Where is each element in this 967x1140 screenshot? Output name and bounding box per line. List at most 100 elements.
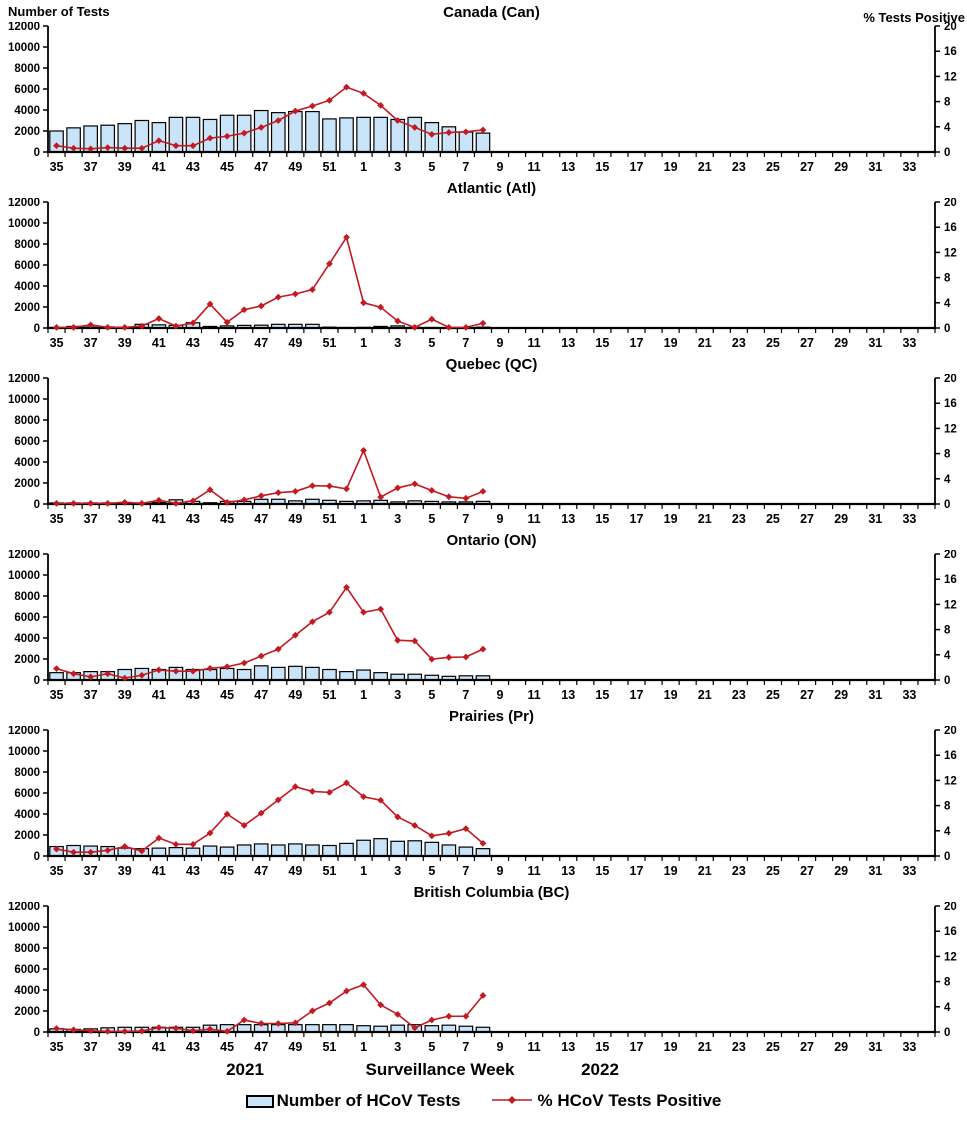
svg-text:33: 33 bbox=[902, 160, 916, 174]
svg-text:35: 35 bbox=[50, 160, 64, 174]
svg-text:43: 43 bbox=[186, 688, 200, 702]
svg-text:20: 20 bbox=[944, 726, 957, 737]
svg-text:21: 21 bbox=[698, 336, 712, 350]
svg-text:41: 41 bbox=[152, 1040, 166, 1054]
svg-text:49: 49 bbox=[288, 1040, 302, 1054]
right-axis-title: % Tests Positive bbox=[863, 10, 965, 25]
svg-text:11: 11 bbox=[528, 336, 541, 350]
svg-text:8: 8 bbox=[944, 97, 951, 109]
panel-atlantic: Atlantic (Atl) 0 2000 4000 6000 8000 10000 120… bbox=[0, 180, 967, 356]
svg-text:13: 13 bbox=[561, 512, 575, 526]
svg-text:19: 19 bbox=[664, 512, 678, 526]
svg-text:8: 8 bbox=[944, 977, 951, 989]
svg-text:15: 15 bbox=[595, 512, 609, 526]
svg-text:49: 49 bbox=[288, 160, 302, 174]
svg-text:39: 39 bbox=[118, 336, 132, 350]
svg-text:0: 0 bbox=[34, 147, 40, 159]
svg-text:21: 21 bbox=[698, 512, 712, 526]
chart-atlantic: 0 2000 4000 6000 8000 10000 12000 0 4 8 12 16 20 35 37… bbox=[0, 198, 967, 356]
svg-text:37: 37 bbox=[84, 688, 98, 702]
svg-text:3: 3 bbox=[394, 512, 401, 526]
svg-text:45: 45 bbox=[220, 160, 234, 174]
svg-text:21: 21 bbox=[698, 160, 712, 174]
svg-text:17: 17 bbox=[630, 336, 644, 350]
svg-text:51: 51 bbox=[322, 160, 336, 174]
svg-text:27: 27 bbox=[800, 1040, 814, 1054]
svg-text:45: 45 bbox=[220, 512, 234, 526]
svg-text:6000: 6000 bbox=[14, 788, 40, 800]
svg-text:16: 16 bbox=[944, 750, 957, 762]
svg-text:25: 25 bbox=[766, 512, 780, 526]
svg-text:29: 29 bbox=[834, 160, 848, 174]
svg-text:13: 13 bbox=[561, 1040, 575, 1054]
svg-text:1: 1 bbox=[360, 688, 367, 702]
svg-text:21: 21 bbox=[698, 864, 712, 878]
svg-text:47: 47 bbox=[254, 160, 268, 174]
svg-text:23: 23 bbox=[732, 1040, 746, 1054]
svg-text:47: 47 bbox=[254, 864, 268, 878]
svg-text:7: 7 bbox=[462, 864, 469, 878]
svg-text:33: 33 bbox=[902, 864, 916, 878]
svg-text:31: 31 bbox=[868, 1040, 882, 1054]
svg-text:47: 47 bbox=[254, 1040, 268, 1054]
svg-text:4000: 4000 bbox=[14, 105, 40, 117]
svg-text:0: 0 bbox=[34, 1027, 40, 1039]
svg-text:13: 13 bbox=[561, 688, 575, 702]
svg-text:4: 4 bbox=[944, 1002, 951, 1014]
svg-text:6000: 6000 bbox=[14, 436, 40, 448]
legend: Number of HCoV Tests % HCoV Tests Positi… bbox=[0, 1086, 967, 1116]
svg-text:11: 11 bbox=[528, 688, 541, 702]
svg-text:4000: 4000 bbox=[14, 633, 40, 645]
svg-text:37: 37 bbox=[84, 864, 98, 878]
svg-text:9: 9 bbox=[497, 1040, 504, 1054]
panel-title-british-columbia: British Columbia (BC) bbox=[413, 884, 570, 901]
svg-text:4000: 4000 bbox=[14, 457, 40, 469]
svg-text:27: 27 bbox=[800, 336, 814, 350]
svg-text:20: 20 bbox=[944, 22, 957, 33]
svg-text:10000: 10000 bbox=[8, 42, 40, 54]
svg-text:6000: 6000 bbox=[14, 612, 40, 624]
legend-line-label: % HCoV Tests Positive bbox=[537, 1091, 722, 1110]
svg-text:49: 49 bbox=[288, 688, 302, 702]
svg-text:8000: 8000 bbox=[14, 767, 40, 779]
svg-text:25: 25 bbox=[766, 688, 780, 702]
svg-text:16: 16 bbox=[944, 222, 957, 234]
svg-text:4: 4 bbox=[944, 826, 951, 838]
svg-text:1: 1 bbox=[360, 1040, 367, 1054]
svg-text:17: 17 bbox=[630, 1040, 644, 1054]
svg-text:33: 33 bbox=[902, 688, 916, 702]
svg-text:19: 19 bbox=[664, 1040, 678, 1054]
svg-text:41: 41 bbox=[152, 336, 166, 350]
svg-text:17: 17 bbox=[630, 688, 644, 702]
svg-text:12: 12 bbox=[944, 775, 957, 787]
line-diamond-icon bbox=[490, 1091, 534, 1111]
svg-text:17: 17 bbox=[630, 160, 644, 174]
svg-text:25: 25 bbox=[766, 160, 780, 174]
svg-text:39: 39 bbox=[118, 1040, 132, 1054]
svg-text:25: 25 bbox=[766, 1040, 780, 1054]
svg-text:0: 0 bbox=[944, 1027, 950, 1039]
svg-text:11: 11 bbox=[528, 864, 541, 878]
svg-text:7: 7 bbox=[462, 1040, 469, 1054]
svg-text:23: 23 bbox=[732, 864, 746, 878]
svg-text:19: 19 bbox=[664, 160, 678, 174]
svg-text:9: 9 bbox=[497, 336, 504, 350]
svg-text:29: 29 bbox=[834, 864, 848, 878]
svg-text:4000: 4000 bbox=[14, 281, 40, 293]
svg-text:39: 39 bbox=[118, 160, 132, 174]
legend-item-tests: Number of HCoV Tests bbox=[245, 1091, 460, 1111]
chart-canada: 0 2000 4000 6000 8000 10000 12000 0 4 8 12 16 20 35 37… bbox=[0, 22, 967, 180]
svg-text:27: 27 bbox=[800, 160, 814, 174]
svg-text:12000: 12000 bbox=[8, 198, 40, 209]
svg-text:10000: 10000 bbox=[8, 394, 40, 406]
panel-title-ontario: Ontario (ON) bbox=[446, 532, 537, 549]
svg-text:4: 4 bbox=[944, 650, 951, 662]
svg-text:16: 16 bbox=[944, 46, 957, 58]
panel-canada: Canada (Can) 0 2000 4000 6000 8000 10000 12000… bbox=[0, 4, 967, 180]
svg-text:15: 15 bbox=[595, 864, 609, 878]
svg-text:19: 19 bbox=[664, 864, 678, 878]
svg-text:35: 35 bbox=[50, 336, 64, 350]
svg-text:0: 0 bbox=[944, 851, 950, 863]
panel-title-prairies: Prairies (Pr) bbox=[448, 708, 535, 725]
svg-text:19: 19 bbox=[664, 688, 678, 702]
